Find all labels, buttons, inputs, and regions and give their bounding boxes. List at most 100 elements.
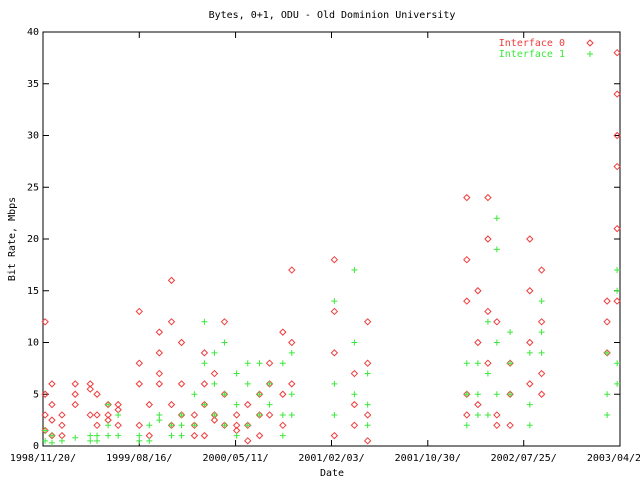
point (115, 411, 122, 418)
point (614, 360, 621, 367)
point (115, 432, 122, 439)
point (526, 380, 534, 388)
point (507, 391, 514, 398)
point (463, 411, 471, 419)
point (94, 432, 101, 439)
y-tick-label: 15 (27, 286, 39, 297)
point (330, 307, 339, 316)
legend-label: Interface 0 (499, 38, 565, 49)
x-tick-label: 2002/07/25/ (491, 453, 557, 464)
x-tick-label: 1998/11/20/ (10, 453, 76, 464)
point (614, 267, 621, 274)
point (526, 401, 533, 408)
point (537, 369, 546, 378)
point (210, 416, 219, 424)
point (603, 297, 611, 305)
point (191, 422, 198, 429)
point (167, 276, 176, 285)
point (463, 193, 471, 202)
point (279, 328, 287, 336)
point (168, 422, 175, 429)
point (136, 437, 143, 444)
point (232, 421, 241, 430)
point (474, 287, 482, 295)
point (363, 437, 372, 445)
x-tick-label: 2001/10/30/ (395, 453, 461, 464)
point (155, 380, 164, 388)
point (233, 432, 240, 439)
point (220, 318, 229, 326)
point (256, 360, 263, 367)
point (200, 431, 209, 440)
point (105, 401, 112, 408)
y-tick-label: 30 (27, 131, 39, 142)
point (233, 370, 240, 377)
point (211, 411, 218, 418)
point (493, 339, 500, 346)
point (351, 267, 358, 274)
point (41, 390, 49, 398)
point (146, 422, 153, 429)
point (58, 437, 65, 444)
y-tick-label: 20 (27, 234, 39, 245)
point (42, 437, 49, 444)
point (493, 391, 500, 398)
point (526, 287, 534, 295)
point (178, 432, 185, 439)
point (507, 360, 514, 367)
y-tick-label: 10 (27, 338, 39, 349)
point (463, 255, 471, 264)
point (177, 380, 186, 388)
point (135, 359, 143, 367)
point (538, 329, 545, 336)
point (331, 380, 338, 387)
point (364, 401, 371, 408)
point (86, 411, 94, 419)
x-axis-label: Date (320, 468, 344, 479)
point (244, 360, 251, 367)
point (114, 400, 122, 409)
point (41, 318, 49, 326)
point (201, 401, 208, 408)
point (613, 224, 621, 233)
point (350, 369, 359, 378)
point (58, 411, 66, 419)
y-tick-label: 0 (33, 441, 39, 452)
point (507, 329, 514, 336)
point (526, 422, 533, 429)
point (493, 411, 501, 419)
point (168, 432, 175, 439)
point (190, 411, 199, 419)
point (493, 215, 500, 222)
point (279, 411, 286, 418)
point (613, 48, 621, 57)
point (484, 307, 492, 316)
point (604, 349, 611, 356)
point (604, 391, 611, 398)
point (538, 349, 545, 356)
point (221, 339, 228, 346)
x-tick-label: 1999/08/16/ (106, 453, 172, 464)
point (256, 411, 263, 418)
point (288, 391, 295, 398)
point (167, 400, 176, 409)
point (331, 411, 338, 418)
point (351, 339, 358, 346)
point (136, 432, 143, 439)
point (156, 411, 163, 418)
point (614, 380, 621, 387)
point (244, 437, 252, 445)
point (211, 380, 218, 387)
point (537, 390, 546, 398)
point (484, 411, 491, 418)
x-tick-label: 2001/02/03/ (298, 453, 364, 464)
point (71, 400, 79, 409)
point (221, 422, 228, 429)
point (135, 421, 143, 430)
point (603, 318, 611, 326)
point (330, 255, 339, 264)
point (86, 385, 94, 393)
point (288, 411, 295, 418)
point (48, 380, 56, 388)
point (178, 422, 185, 429)
